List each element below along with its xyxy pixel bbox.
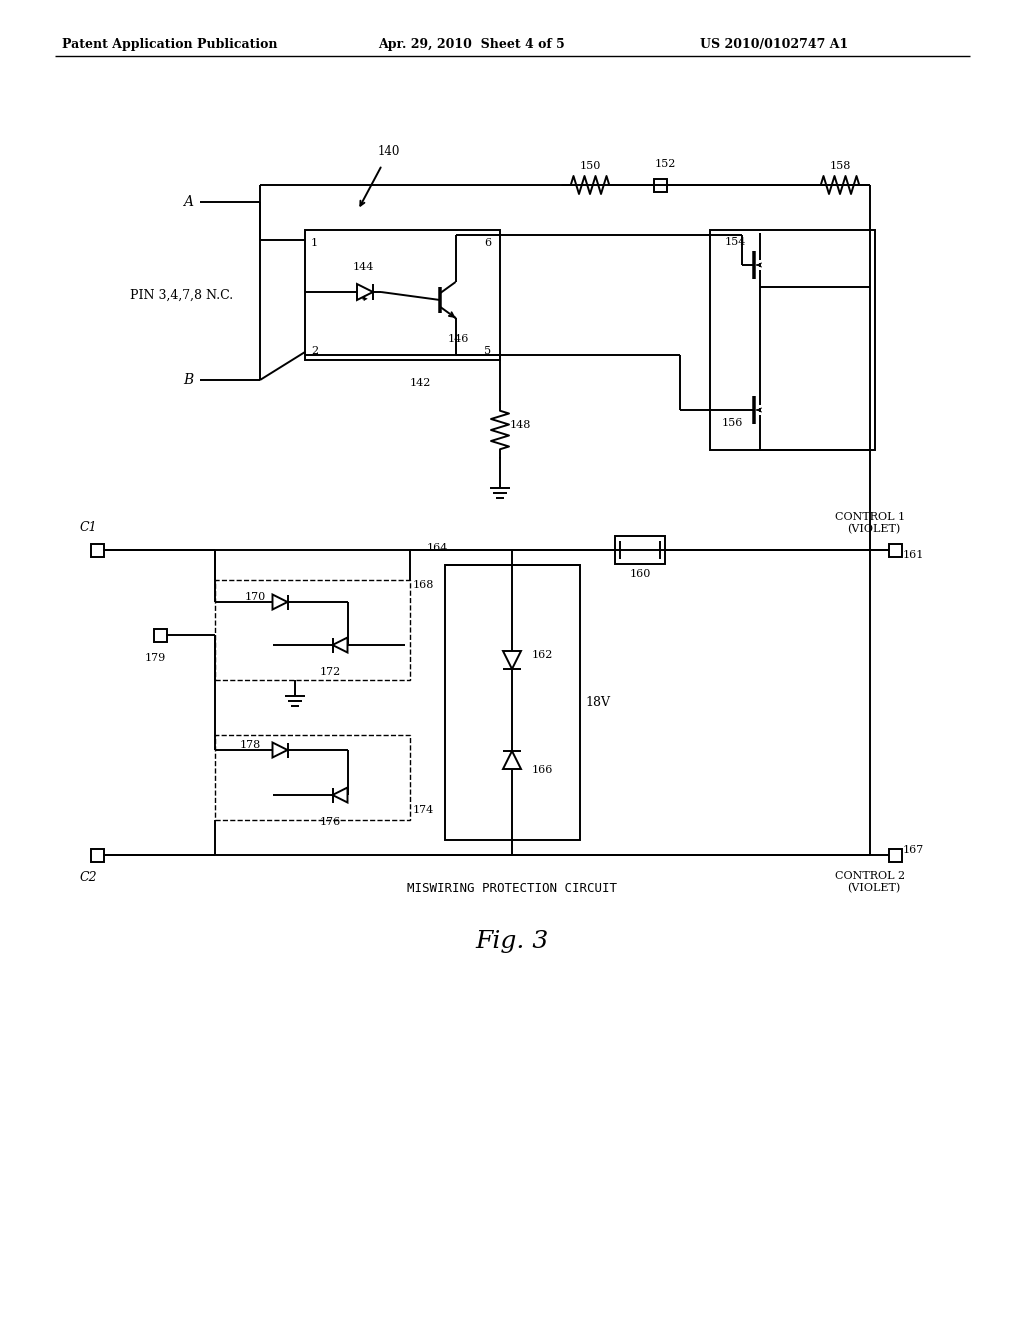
Text: US 2010/0102747 A1: US 2010/0102747 A1 — [700, 38, 848, 51]
Text: 166: 166 — [532, 766, 553, 775]
Text: 162: 162 — [532, 649, 553, 660]
Bar — [445, 565, 580, 840]
Bar — [305, 230, 500, 360]
Text: 18V: 18V — [585, 696, 610, 709]
Text: 170: 170 — [245, 591, 266, 602]
Bar — [615, 536, 665, 564]
Text: B: B — [183, 374, 194, 387]
Text: Apr. 29, 2010  Sheet 4 of 5: Apr. 29, 2010 Sheet 4 of 5 — [378, 38, 565, 51]
Text: CONTROL 2: CONTROL 2 — [835, 871, 905, 880]
Bar — [90, 544, 103, 557]
Text: CONTROL 1: CONTROL 1 — [835, 512, 905, 521]
Text: 152: 152 — [655, 158, 677, 169]
Text: 172: 172 — [319, 667, 341, 677]
Text: 6: 6 — [484, 238, 492, 248]
Text: 174: 174 — [413, 805, 434, 814]
Text: 146: 146 — [449, 334, 469, 345]
Text: 154: 154 — [725, 238, 746, 247]
Text: 5: 5 — [484, 346, 492, 356]
Text: 144: 144 — [353, 261, 375, 272]
Text: 142: 142 — [410, 378, 431, 388]
Bar — [653, 178, 667, 191]
Text: 164: 164 — [427, 543, 449, 553]
Text: MISWIRING PROTECTION CIRCUIT: MISWIRING PROTECTION CIRCUIT — [407, 882, 617, 895]
Text: Patent Application Publication: Patent Application Publication — [62, 38, 278, 51]
Text: 150: 150 — [580, 161, 601, 172]
Text: (VIOLET): (VIOLET) — [847, 524, 900, 535]
Text: 148: 148 — [510, 420, 531, 430]
Text: Fig. 3: Fig. 3 — [475, 931, 549, 953]
Bar — [215, 579, 410, 680]
Text: 161: 161 — [903, 550, 925, 560]
Text: 176: 176 — [319, 817, 341, 828]
Text: 178: 178 — [240, 741, 261, 750]
Text: 158: 158 — [830, 161, 851, 172]
Text: A: A — [183, 195, 193, 209]
Bar — [154, 628, 167, 642]
Bar — [710, 230, 874, 450]
Text: 168: 168 — [413, 579, 434, 590]
Bar — [889, 849, 901, 862]
Text: 140: 140 — [378, 145, 400, 158]
Text: 2: 2 — [311, 346, 318, 356]
Text: C2: C2 — [80, 871, 97, 884]
Text: 160: 160 — [630, 569, 650, 579]
Bar — [90, 849, 103, 862]
Bar — [889, 544, 901, 557]
Text: 179: 179 — [145, 653, 166, 663]
Bar — [215, 735, 410, 820]
Text: (VIOLET): (VIOLET) — [847, 883, 900, 894]
Text: 1: 1 — [311, 238, 318, 248]
Text: 156: 156 — [722, 418, 743, 428]
Text: PIN 3,4,7,8 N.C.: PIN 3,4,7,8 N.C. — [130, 289, 233, 301]
Text: 167: 167 — [903, 845, 925, 855]
Text: C1: C1 — [80, 521, 97, 535]
